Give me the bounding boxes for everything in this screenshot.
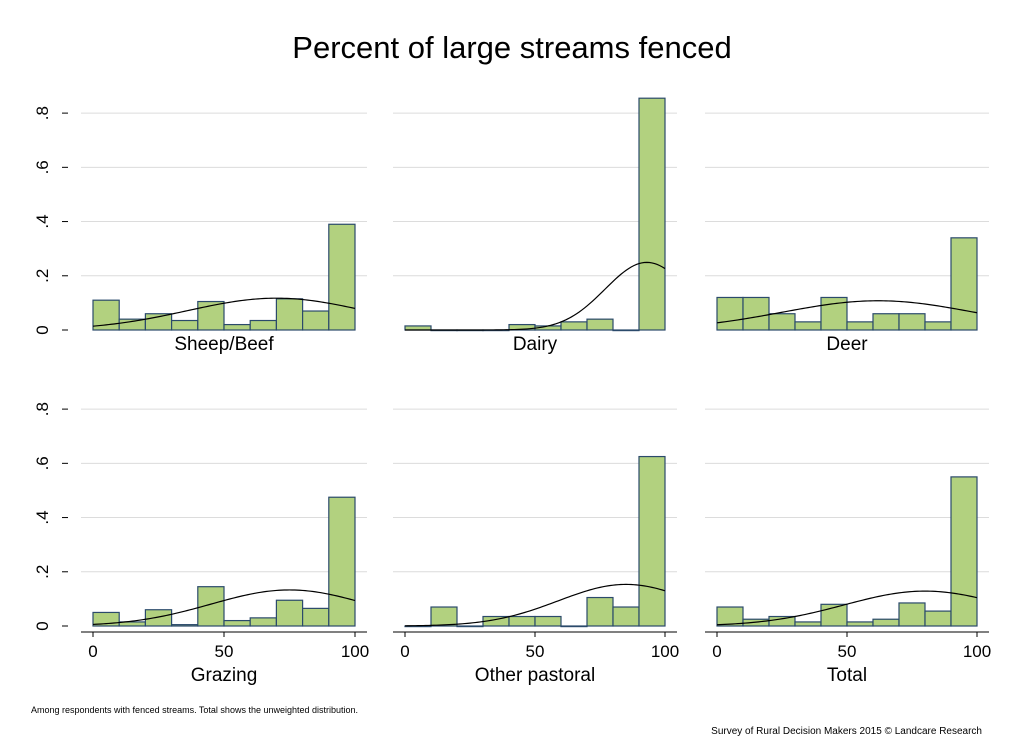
y-tick-label: 0 [33, 621, 52, 630]
y-tick-label: .2 [33, 565, 52, 579]
histogram-bar [560, 321, 588, 331]
y-tick-label: .6 [33, 160, 52, 174]
histogram-bar [508, 615, 536, 627]
histogram-bar [794, 321, 822, 331]
normal-curve [405, 261, 666, 331]
panels: 0 .2 .4 .6 .8 Sheep/Beef Dairy Deer 0 .2 .4 .6 .8 0 50… [33, 97, 991, 686]
histogram-bar [716, 606, 744, 627]
panel-title: Other pastoral [475, 665, 595, 686]
footnote-right: Survey of Rural Decision Makers 2015 © L… [711, 726, 982, 737]
x-tick-label: 50 [838, 642, 857, 661]
panel-total: 0 50 100 Total [705, 408, 991, 686]
normal-curve [716, 300, 978, 324]
x-tick-label: 0 [88, 642, 97, 661]
panel-grazing: 0 .2 .4 .6 .8 0 50 100 Grazing [33, 402, 369, 686]
footnote-left: Among respondents with fenced streams. T… [31, 705, 359, 715]
histogram-bar [846, 621, 874, 627]
histogram-bar [638, 455, 666, 627]
histogram-bar [716, 296, 744, 331]
histogram-bar [586, 318, 614, 331]
panel-title: Total [827, 665, 867, 686]
histogram-bar [872, 313, 900, 331]
histogram-bar [586, 596, 614, 627]
histogram-bar [924, 610, 952, 627]
x-tick-label: 100 [341, 642, 369, 661]
histogram-bar [404, 325, 432, 331]
histogram-bar [872, 618, 900, 627]
histogram-bar [950, 237, 978, 331]
histogram-bar [171, 624, 199, 627]
y-tick-label: .8 [33, 402, 52, 416]
normal-curve [92, 297, 356, 327]
histogram-bar [612, 329, 640, 332]
histogram-bar [638, 97, 666, 331]
normal-curve [92, 589, 356, 626]
y-tick-label: 0 [33, 325, 52, 334]
histogram-bar [328, 223, 356, 331]
panel-dairy: Dairy [393, 97, 677, 355]
panel-other-pastoral: 0 50 100 Other pastoral [393, 408, 679, 686]
normal-curve [404, 583, 666, 627]
histogram-bar [275, 298, 304, 331]
x-tick-label: 50 [526, 642, 545, 661]
histogram-bar [249, 319, 277, 331]
panel-sheep-beef: 0 .2 .4 .6 .8 Sheep/Beef [33, 106, 367, 355]
histogram-bar [898, 313, 926, 331]
y-tick-label: .8 [33, 106, 52, 120]
x-tick-label: 100 [651, 642, 679, 661]
histogram-bar [534, 615, 562, 627]
panel-title: Deer [826, 334, 868, 355]
histogram-bar [275, 599, 304, 627]
panel-title: Sheep/Beef [174, 334, 274, 355]
panel-title: Dairy [513, 334, 558, 355]
histogram-bar [898, 602, 926, 627]
chart-title: Percent of large streams fenced [292, 30, 731, 65]
panel-deer: Deer [705, 112, 989, 355]
x-tick-label: 50 [215, 642, 234, 661]
y-tick-label: .6 [33, 456, 52, 470]
histogram-bar [560, 625, 588, 628]
panel-title: Grazing [191, 665, 258, 686]
x-tick-label: 100 [963, 642, 991, 661]
histogram-bar [302, 310, 330, 331]
histogram-bar [302, 607, 330, 627]
y-tick-label: .4 [33, 214, 52, 228]
histogram-bar [612, 606, 640, 627]
histogram-bar [223, 323, 251, 331]
normal-curve [716, 590, 978, 626]
histogram-bar [768, 615, 796, 627]
histogram-bar [223, 619, 251, 627]
histogram-bar [144, 609, 173, 627]
y-tick-label: .4 [33, 510, 52, 524]
histogram-bar [430, 606, 458, 627]
histogram-bar [794, 621, 822, 627]
x-tick-label: 0 [400, 642, 409, 661]
histogram-bar [742, 296, 770, 331]
histogram-bar [950, 476, 978, 627]
histogram-bar [456, 625, 484, 628]
histogram-bar [118, 318, 146, 331]
histogram-bar [924, 321, 952, 331]
histogram-bar [249, 617, 277, 627]
histogram-bar [171, 319, 199, 331]
histogram-bar [846, 321, 874, 331]
histogram-bar [768, 313, 796, 331]
y-tick-label: .2 [33, 269, 52, 283]
histogram-bar [328, 496, 356, 627]
x-tick-label: 0 [712, 642, 721, 661]
